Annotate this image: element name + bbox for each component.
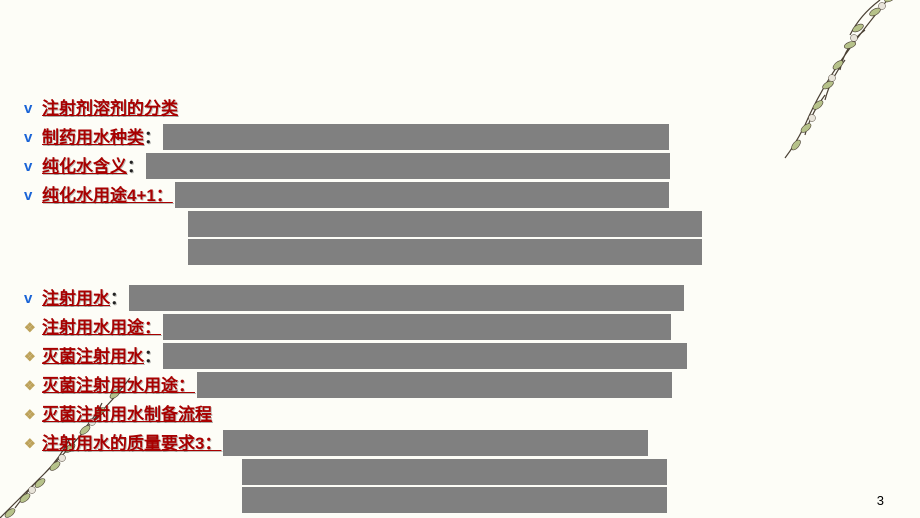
redacted-text xyxy=(129,285,684,311)
redacted-text xyxy=(146,153,670,179)
list-item: ❖注射用水用途： xyxy=(24,314,900,341)
redacted-text xyxy=(242,459,667,485)
list-item-continuation xyxy=(24,487,900,513)
item-heading: 注射用水的质量要求3： xyxy=(42,430,221,457)
bullet-check-icon: v xyxy=(24,153,42,180)
spacer xyxy=(24,267,900,285)
list-item: ❖注射用水的质量要求3： xyxy=(24,430,900,457)
redacted-text xyxy=(188,239,702,265)
item-heading: 纯化水用途4+1： xyxy=(42,182,173,209)
slide-content: v注射剂溶剂的分类v制药用水种类：v纯化水含义：v纯化水用途4+1：v注射用水：… xyxy=(24,95,900,515)
list-item: v注射剂溶剂的分类 xyxy=(24,95,900,122)
list-item: v注射用水： xyxy=(24,285,900,312)
bullet-diamond-icon: ❖ xyxy=(24,430,42,457)
item-colon: ： xyxy=(127,153,144,180)
bullet-diamond-icon: ❖ xyxy=(24,343,42,370)
item-heading: 灭菌注射用水制备流程 xyxy=(42,401,212,428)
redacted-text xyxy=(223,430,648,456)
redacted-text xyxy=(163,314,671,340)
list-item-continuation xyxy=(24,239,900,265)
redacted-text xyxy=(242,487,667,513)
list-item: v制药用水种类： xyxy=(24,124,900,151)
item-heading: 灭菌注射用水 xyxy=(42,343,144,370)
item-heading: 注射用水用途： xyxy=(42,314,161,341)
list-item: ❖灭菌注射用水用途： xyxy=(24,372,900,399)
item-heading: 灭菌注射用水用途： xyxy=(42,372,195,399)
redacted-text xyxy=(163,343,687,369)
bullet-check-icon: v xyxy=(24,285,42,312)
item-heading: 纯化水含义 xyxy=(42,153,127,180)
item-colon: ： xyxy=(144,124,161,151)
redacted-text xyxy=(163,124,669,150)
list-item: ❖灭菌注射用水： xyxy=(24,343,900,370)
list-item-continuation xyxy=(24,211,900,237)
bullet-check-icon: v xyxy=(24,182,42,209)
item-heading: 注射剂溶剂的分类 xyxy=(42,95,178,122)
item-heading: 制药用水种类 xyxy=(42,124,144,151)
redacted-text xyxy=(175,182,669,208)
bullet-check-icon: v xyxy=(24,95,42,122)
bullet-diamond-icon: ❖ xyxy=(24,401,42,428)
item-heading: 注射用水 xyxy=(42,285,110,312)
item-colon: ： xyxy=(144,343,161,370)
list-item: ❖灭菌注射用水制备流程 xyxy=(24,401,900,428)
list-item: v纯化水含义： xyxy=(24,153,900,180)
list-item: v纯化水用途4+1： xyxy=(24,182,900,209)
list-item-continuation xyxy=(24,459,900,485)
bullet-check-icon: v xyxy=(24,124,42,151)
redacted-text xyxy=(197,372,672,398)
item-colon: ： xyxy=(110,285,127,312)
redacted-text xyxy=(188,211,702,237)
bullet-diamond-icon: ❖ xyxy=(24,372,42,399)
bullet-diamond-icon: ❖ xyxy=(24,314,42,341)
